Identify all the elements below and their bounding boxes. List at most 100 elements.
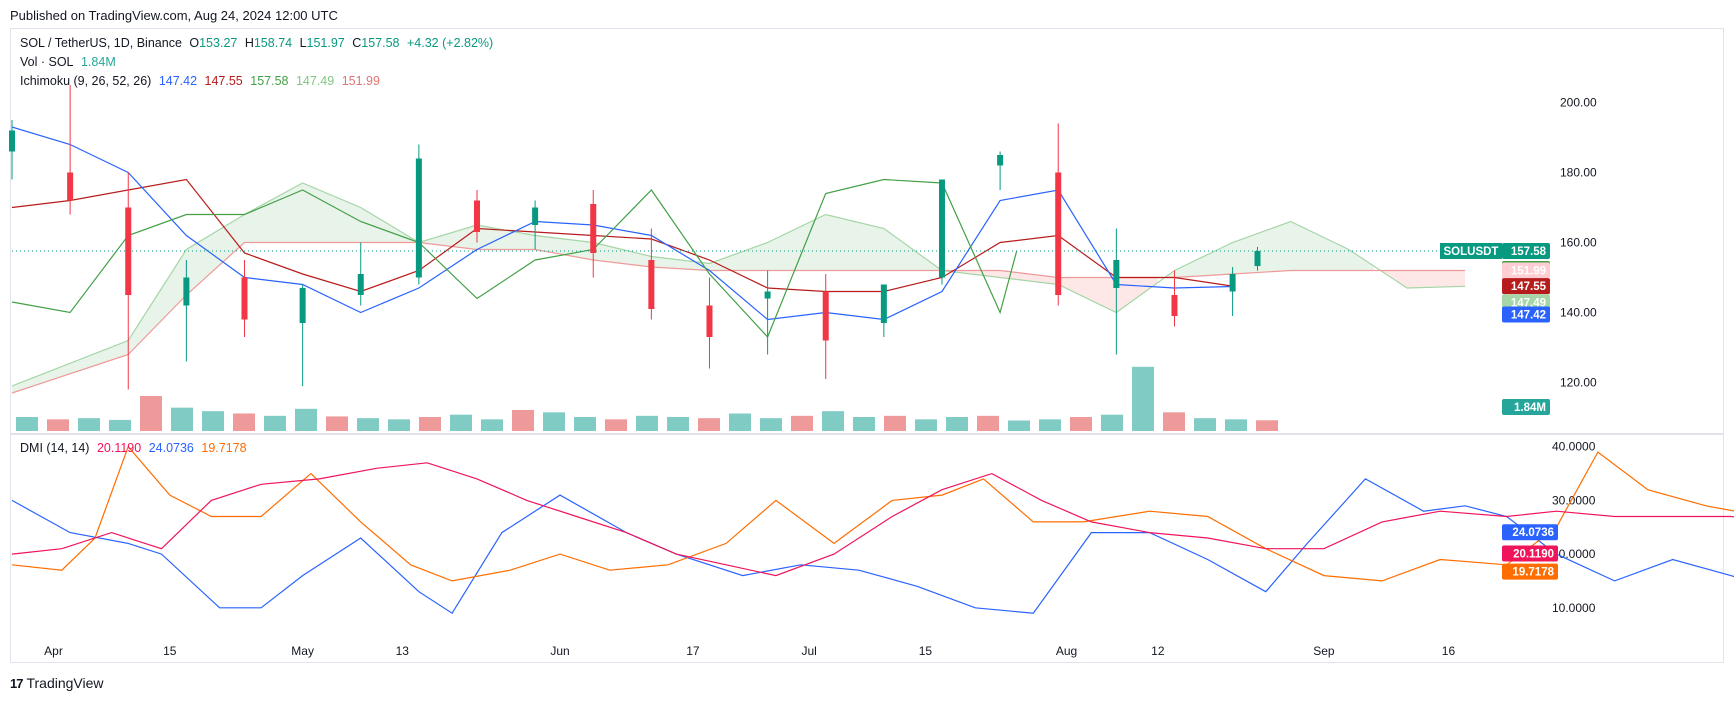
ichimoku-cloud	[12, 183, 942, 393]
candle-body	[1171, 295, 1178, 316]
volume-bar	[698, 418, 720, 431]
dmi-label: DMI (14, 14)	[20, 441, 90, 455]
date-axis-tick: Jun	[550, 644, 569, 658]
date-axis-tick: Aug	[1056, 644, 1077, 658]
date-axis-tick: 12	[1151, 644, 1165, 658]
volume-last-tag	[1502, 399, 1550, 415]
price-kijun-tag	[1502, 278, 1550, 295]
candle-body	[357, 274, 364, 295]
dmi-adx-line	[11, 462, 1734, 577]
ichimoku-spanb-value: 151.99	[341, 74, 380, 88]
volume-bar	[357, 418, 379, 431]
volume-bar	[233, 413, 255, 431]
volume-bar	[667, 417, 689, 431]
change-value: +4.32 (+2.82%)	[407, 36, 494, 50]
dmi-axis-tick: 10.0000	[1552, 601, 1596, 615]
volume-bar	[977, 415, 999, 431]
volume-last-tag-text: 1.84M	[1514, 402, 1546, 414]
symbol-name-tag-text: SOLUSDT	[1444, 246, 1499, 258]
dmi-last-0-tag	[1502, 524, 1558, 541]
date-axis-tick: 15	[919, 644, 933, 658]
volume-bar	[481, 419, 503, 431]
price-spanA-tag	[1502, 294, 1550, 311]
candle-body	[997, 155, 1004, 166]
volume-bar	[171, 407, 193, 431]
ichimoku-chikou-value: 157.58	[250, 74, 289, 88]
candle-body	[938, 179, 945, 278]
ichimoku-cloud	[1382, 270, 1466, 288]
candle-body	[299, 288, 306, 323]
candle-body	[415, 158, 422, 278]
kijun-line	[11, 178, 1233, 293]
footer-brand[interactable]: 17 TradingView	[10, 675, 104, 691]
ichimoku-spana-value: 147.49	[295, 74, 335, 88]
high-value: 158.74	[253, 36, 293, 50]
dmi-last-1-tag	[1502, 545, 1558, 562]
close-value: 157.58	[361, 36, 400, 50]
candle-body	[67, 172, 74, 201]
volume-bar	[1039, 419, 1061, 431]
volume-bar	[1163, 412, 1185, 431]
price-axis-tick: 120.00	[1560, 376, 1597, 390]
price-axis-tick: 160.00	[1560, 236, 1597, 250]
volume-bar	[1194, 418, 1216, 431]
price-kijun-tag-text: 147.55	[1511, 281, 1547, 293]
volume-bar	[388, 419, 410, 431]
candle-body	[1229, 274, 1236, 292]
volume-bar	[1225, 419, 1247, 431]
candle-body	[1113, 260, 1120, 288]
open-label: O	[189, 36, 200, 50]
dmi-last-1-tag-text: 20.1190	[1513, 548, 1554, 560]
date-axis-tick: May	[291, 644, 314, 658]
ichimoku-cloud	[1166, 221, 1374, 278]
date-axis-tick: 17	[686, 644, 700, 658]
volume-bar	[1070, 417, 1092, 431]
volume-bar	[946, 417, 968, 431]
date-axis-tick: Sep	[1313, 644, 1335, 658]
ichimoku-kijun-value: 147.55	[204, 74, 243, 88]
price-axis-tick: 140.00	[1560, 306, 1597, 320]
dmi-axis-tick: 40.0000	[1552, 440, 1596, 454]
candle-body	[1254, 250, 1261, 267]
price-tenkan-tag-text: 147.42	[1511, 310, 1546, 322]
price-pane	[10, 28, 1724, 434]
date-axis-tick: 13	[396, 644, 410, 658]
close-label: C	[352, 36, 362, 50]
volume-bar	[853, 417, 875, 431]
dmi-axis-tick: 30.0000	[1552, 493, 1596, 507]
price-symbol-tag	[1502, 242, 1550, 259]
high-label: H	[244, 36, 254, 50]
volume-bar	[326, 416, 348, 431]
volume-bar	[1008, 420, 1030, 431]
candle-body	[1055, 172, 1062, 295]
candle-body	[706, 305, 713, 337]
volume-bar	[915, 419, 937, 431]
volume-bar	[1256, 420, 1278, 431]
candle-body	[648, 260, 655, 309]
candle-body	[125, 207, 132, 295]
senkou-span-a-line	[11, 182, 1466, 387]
dmi-last-0-tag-text: 24.0736	[1512, 527, 1554, 539]
dmi-axis-tick: 20.0000	[1552, 547, 1596, 561]
volume-bar	[419, 417, 441, 431]
low-label: L	[299, 36, 307, 50]
volume-bar	[295, 408, 317, 431]
candle-body	[9, 130, 15, 152]
tradingview-logo-icon: 17	[10, 675, 24, 691]
date-axis-tick: 15	[163, 644, 177, 658]
volume-label: Vol · SOL	[20, 55, 74, 69]
brand-name: TradingView	[26, 675, 104, 691]
candle-body	[183, 277, 190, 306]
candle-body	[473, 200, 480, 232]
volume-bar	[729, 413, 751, 431]
dmi-adx-value: 20.1190	[96, 441, 142, 455]
volume-bar	[884, 415, 906, 431]
volume-bar	[512, 410, 534, 431]
symbol-name-tag	[1440, 242, 1502, 259]
dmi-legend: DMI (14, 14) 20.1190 24.0736 19.7178	[20, 441, 251, 455]
candle-body	[532, 207, 539, 225]
volume-bar	[605, 419, 627, 431]
volume-bar	[16, 417, 38, 431]
price-symbol-tag-text: 157.58	[1511, 246, 1547, 258]
dmi-minus-value: 19.7178	[201, 441, 247, 455]
